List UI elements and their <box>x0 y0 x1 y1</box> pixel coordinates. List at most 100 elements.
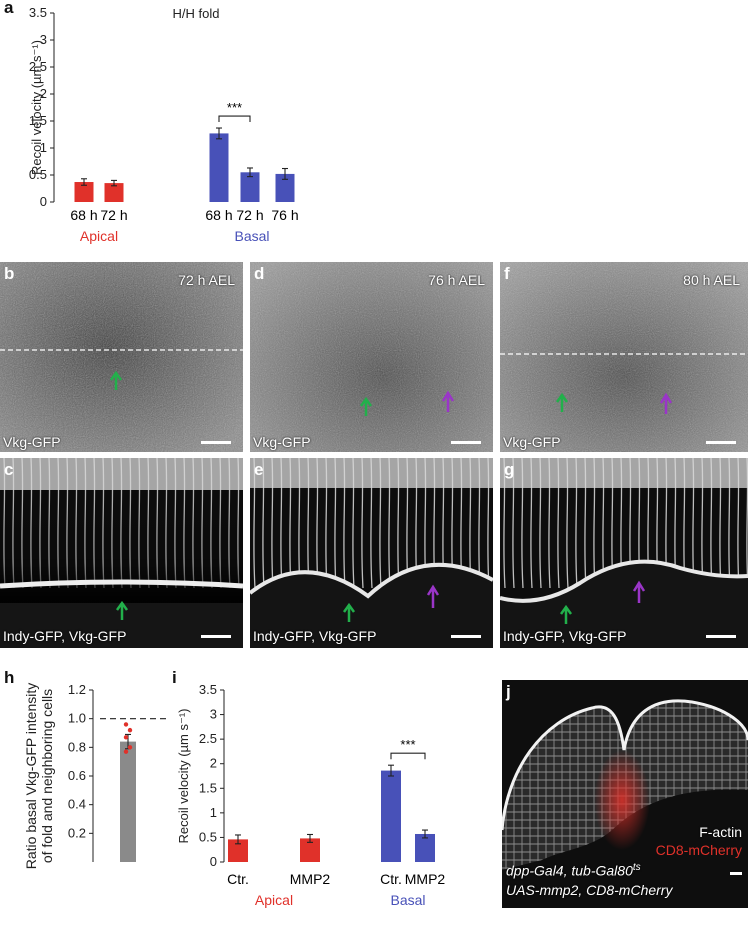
green-arrow-icon <box>555 392 569 412</box>
purple-arrow-icon <box>659 392 673 414</box>
bar <box>240 172 260 202</box>
y-tick-label: 0 <box>210 854 217 869</box>
significance-bracket <box>390 752 426 760</box>
panel-label-f: f <box>504 264 510 283</box>
panel-label-b: b <box>4 264 15 283</box>
y-tick-label: 2 <box>210 756 217 771</box>
data-point <box>123 735 129 740</box>
stain-label-f: Vkg-GFP <box>503 434 561 450</box>
y-tick-label: 2.5 <box>199 731 217 746</box>
scale-bar <box>730 872 742 875</box>
green-arrow-icon <box>109 370 123 390</box>
significance-bracket <box>218 115 251 123</box>
genotype-1-text: dpp-Gal4, tub-Gal80 <box>506 862 633 879</box>
y-tick-label: 0.2 <box>68 825 86 840</box>
category-label: Ctr. <box>227 871 249 887</box>
chart-h: 0.2 0.4 0.6 0.8 1.0 1.2 Ratio basal Vkg-GFP in… <box>23 682 170 870</box>
bar <box>209 133 229 202</box>
purple-arrow-icon <box>441 390 455 412</box>
y-tick-label: 2.5 <box>29 59 47 74</box>
category-label: MMP2 <box>405 871 446 887</box>
micrograph-g: g Indy-GFP, Vkg-GFP <box>500 458 748 648</box>
purple-arrow-icon <box>632 580 646 603</box>
panel-label-e: e <box>254 460 264 479</box>
scale-bar <box>706 441 736 444</box>
y-tick-label: 2 <box>40 86 47 101</box>
category-label: 72 h <box>100 207 127 223</box>
green-arrow-icon <box>115 600 129 620</box>
stain-label-g: Indy-GFP, Vkg-GFP <box>503 628 627 644</box>
y-tick-label: 1 <box>210 805 217 820</box>
bar <box>275 173 295 202</box>
bar <box>74 182 94 202</box>
micrograph-e: e Indy-GFP, Vkg-GFP <box>250 458 493 648</box>
genotype-1-sup: ts <box>632 862 641 873</box>
time-label-b: 72 h AEL <box>178 272 235 288</box>
chart-i: 0 0.5 1 1.5 2 2.5 3 3.5 Recoil velocity (µm s⁻¹)… <box>176 682 446 908</box>
y-axis-label: of fold and neighboring cells <box>39 689 55 863</box>
significance-label: *** <box>400 737 415 752</box>
panel-label-a: a <box>4 0 14 17</box>
y-tick-label: 1 <box>40 140 47 155</box>
y-tick-label: 0.5 <box>29 167 47 182</box>
stain-label-c: Indy-GFP, Vkg-GFP <box>3 628 127 644</box>
micrograph-b: b 72 h AEL Vkg-GFP <box>0 262 243 452</box>
y-tick-label: 3.5 <box>29 5 47 20</box>
data-point <box>127 727 133 733</box>
green-arrow-icon <box>359 396 373 416</box>
stain-label-d: Vkg-GFP <box>253 434 311 450</box>
stain-label-mcherry: CD8-mCherry <box>655 842 742 858</box>
panel-label-d: d <box>254 264 265 283</box>
y-tick-label: 1.2 <box>68 682 86 697</box>
bar <box>104 183 124 202</box>
micrograph-f: f 80 h AEL Vkg-GFP <box>500 262 748 452</box>
y-tick-label: 0.4 <box>68 797 86 812</box>
panel-label-h: h <box>4 668 15 687</box>
category-label: 72 h <box>236 207 263 223</box>
y-tick-label: 0.5 <box>199 829 217 844</box>
y-axis-label: Ratio basal Vkg-GFP intensity <box>23 683 39 870</box>
chart-a: 0 0.5 1 1.5 2 2.5 3 3.5 Recoil velocity (µm s⁻¹)… <box>29 5 299 244</box>
panel-label-g: g <box>504 460 515 479</box>
y-tick-label: 0.8 <box>68 739 86 754</box>
significance-label: *** <box>227 100 242 115</box>
stain-label-b: Vkg-GFP <box>3 434 61 450</box>
panel-label-c: c <box>4 460 14 479</box>
scale-bar <box>201 635 231 638</box>
bar <box>228 839 248 862</box>
stain-label-factin: F-actin <box>699 824 742 840</box>
category-label: 68 h <box>70 207 97 223</box>
y-tick-label: 0.6 <box>68 768 86 783</box>
y-tick-label: 1.0 <box>68 711 86 726</box>
category-label: MMP2 <box>290 871 331 887</box>
group-label: Basal <box>234 228 269 244</box>
scale-bar <box>451 635 481 638</box>
data-point <box>123 749 129 754</box>
time-label-d: 76 h AEL <box>428 272 485 288</box>
genotype-line-2: UAS-mmp2, CD8-mCherry <box>506 882 673 898</box>
genotype-line-1: dpp-Gal4, tub-Gal80ts <box>506 862 641 879</box>
stain-label-e: Indy-GFP, Vkg-GFP <box>253 628 377 644</box>
micrograph-j: j F-actin CD8-mCherry dpp-Gal4, tub-Gal8… <box>502 680 748 908</box>
micrograph-d: d 76 h AEL Vkg-GFP <box>250 262 493 452</box>
time-label-f: 80 h AEL <box>683 272 740 288</box>
data-point <box>127 745 133 750</box>
green-arrow-icon <box>559 604 573 624</box>
bar <box>300 838 320 862</box>
category-label: 68 h <box>205 207 232 223</box>
data-point <box>123 722 129 727</box>
bar <box>381 770 401 862</box>
scale-bar <box>201 441 231 444</box>
panel-label-j: j <box>506 682 511 701</box>
y-tick-label: 3.5 <box>199 682 217 697</box>
bar <box>120 741 136 862</box>
scale-bar <box>451 441 481 444</box>
bar <box>415 833 435 862</box>
micrograph-c: c Indy-GFP, Vkg-GFP <box>0 458 243 648</box>
scale-bar <box>706 635 736 638</box>
group-label: Apical <box>255 892 293 908</box>
group-label: Apical <box>80 228 118 244</box>
y-tick-label: 3 <box>210 707 217 722</box>
y-tick-label: 1.5 <box>29 113 47 128</box>
chart-title: H/H fold <box>173 6 220 21</box>
